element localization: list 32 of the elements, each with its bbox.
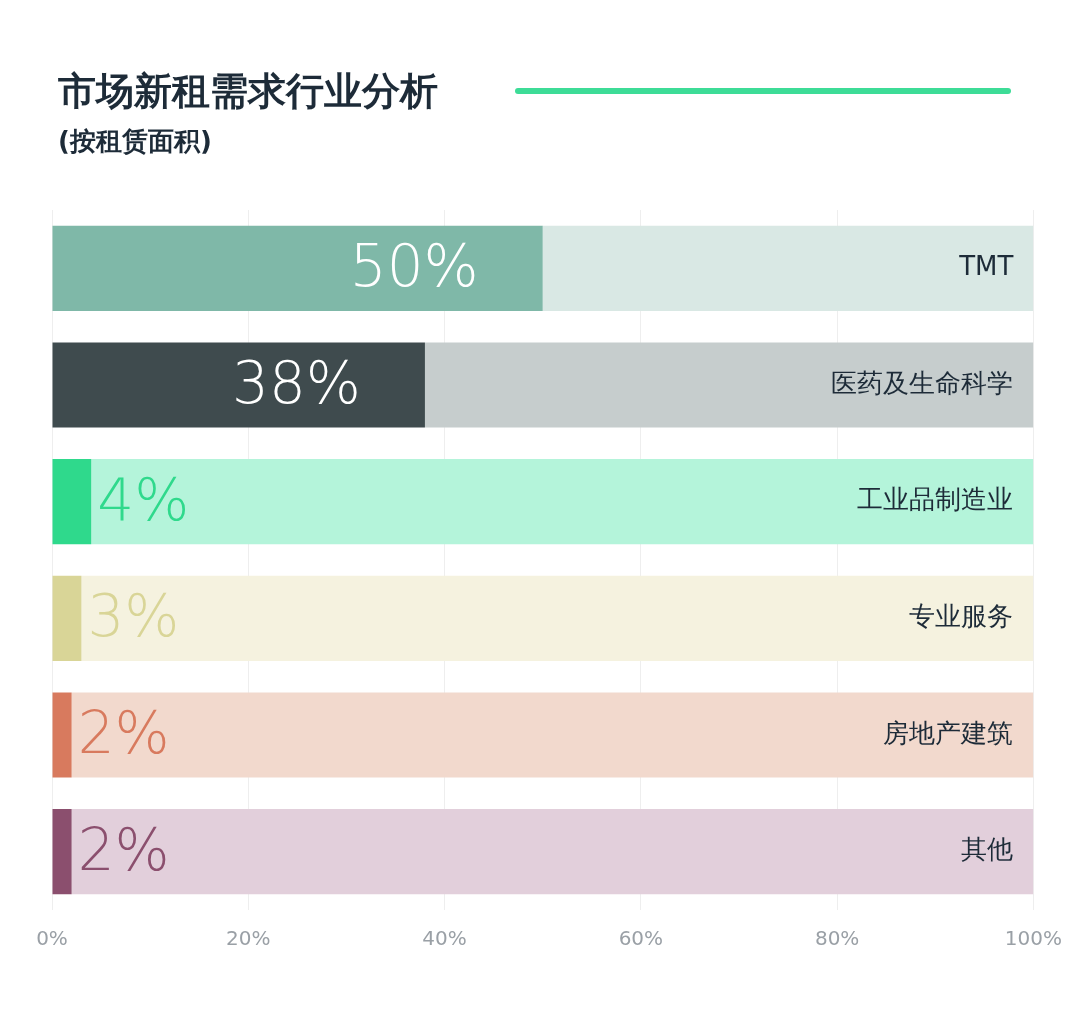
y-tick-label: 房地产建筑 xyxy=(883,717,1014,748)
x-tick-label: 0% xyxy=(36,926,68,951)
data-label: 50% xyxy=(349,232,479,301)
data-label: 4% xyxy=(97,465,190,534)
x-tick-label: 100% xyxy=(1004,926,1062,951)
bar xyxy=(52,575,82,661)
bar xyxy=(71,809,1034,895)
y-tick-label: 其他 xyxy=(961,834,1014,865)
x-tick-label: 40% xyxy=(422,926,467,951)
bar xyxy=(52,692,72,778)
x-tick-label: 80% xyxy=(814,926,860,951)
y-tick-label: TMT xyxy=(958,251,1014,282)
bar xyxy=(91,459,1034,545)
y-tick-label: 专业服务 xyxy=(909,601,1014,632)
bar xyxy=(81,575,1034,661)
bar xyxy=(52,809,72,895)
y-tick-label: 医药及生命科学 xyxy=(831,367,1014,398)
bar xyxy=(424,342,1034,428)
data-label: 38% xyxy=(232,349,361,418)
bar xyxy=(52,459,92,545)
data-label: 3% xyxy=(87,582,180,651)
data-label: 2% xyxy=(77,815,170,884)
chart-title: 市场新租需求行业分析 xyxy=(58,68,438,115)
bar xyxy=(52,225,543,311)
chart-subtitle: (按租赁面积) xyxy=(58,125,212,158)
y-tick-label: 工业品制造业 xyxy=(857,484,1014,515)
x-tick-label: 60% xyxy=(618,926,664,951)
bar xyxy=(52,342,425,428)
bar xyxy=(71,692,1034,778)
data-label: 2% xyxy=(77,699,170,768)
bar xyxy=(542,225,1034,311)
x-tick-label: 20% xyxy=(226,926,271,951)
